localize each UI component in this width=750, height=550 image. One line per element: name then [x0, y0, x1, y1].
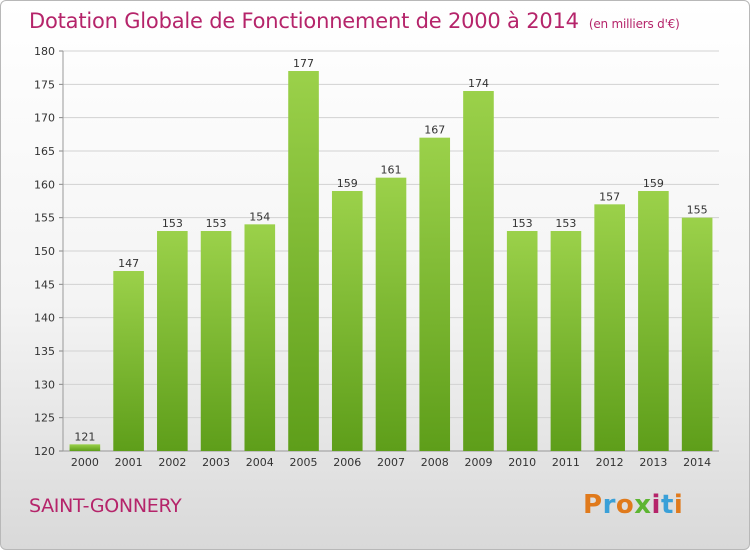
x-tick-label: 2011 — [552, 456, 580, 469]
data-label: 174 — [468, 77, 489, 90]
data-label: 154 — [249, 210, 270, 223]
y-tick-label: 125 — [34, 412, 55, 425]
data-label: 153 — [555, 217, 576, 230]
x-tick-label: 2012 — [596, 456, 624, 469]
logo-letter: i — [651, 490, 661, 520]
y-tick-label: 155 — [34, 212, 55, 225]
chart-title: Dotation Globale de Fonctionnement de 20… — [29, 9, 680, 33]
bar-2010 — [506, 231, 538, 451]
proxiti-logo: Proxiti — [583, 490, 683, 520]
data-label: 177 — [293, 57, 314, 70]
data-label: 153 — [512, 217, 533, 230]
y-tick-label: 160 — [34, 178, 55, 191]
bar-2008 — [419, 137, 451, 451]
bar-2004 — [244, 224, 276, 451]
data-label: 155 — [687, 204, 708, 217]
y-tick-label: 135 — [34, 345, 55, 358]
y-tick-label: 165 — [34, 145, 55, 158]
bar-2005 — [288, 71, 319, 451]
bar-2003 — [200, 231, 232, 451]
labels: 120 125 130 135 140 145 150 155 160 165 170 175 180 1… — [34, 45, 711, 469]
data-label: 159 — [643, 177, 664, 190]
data-label: 153 — [162, 217, 183, 230]
data-label: 157 — [599, 190, 620, 203]
data-label: 121 — [74, 430, 95, 443]
data-label: 161 — [381, 164, 402, 177]
x-tick-label: 2013 — [639, 456, 667, 469]
y-tick-label: 175 — [34, 78, 55, 91]
y-tick-label: 145 — [34, 278, 55, 291]
logo-letter: o — [615, 490, 635, 520]
commune-name: SAINT-GONNERY — [29, 495, 182, 517]
x-tick-label: 2007 — [377, 456, 405, 469]
bar-2000 — [69, 444, 101, 451]
bar-2002 — [157, 231, 188, 451]
x-tick-label: 2010 — [508, 456, 536, 469]
x-tick-label: 2004 — [246, 456, 274, 469]
data-label: 147 — [118, 257, 139, 270]
x-tick-label: 2003 — [202, 456, 230, 469]
x-tick-label: 2008 — [421, 456, 449, 469]
x-tick-label: 2000 — [71, 456, 99, 469]
bar-2011 — [550, 231, 582, 451]
data-label: 159 — [337, 177, 358, 190]
x-tick-label: 2006 — [333, 456, 361, 469]
bar-2007 — [375, 177, 407, 451]
y-tick-label: 180 — [34, 45, 55, 58]
x-tick-label: 2001 — [115, 456, 143, 469]
logo-letter: i — [673, 490, 684, 520]
logo-letter: P — [583, 490, 603, 520]
y-tick-label: 150 — [34, 245, 55, 258]
x-tick-label: 2002 — [158, 456, 186, 469]
data-label: 153 — [206, 217, 227, 230]
bar-2012 — [594, 204, 625, 451]
bars — [69, 71, 713, 451]
x-tick-label: 2009 — [464, 456, 492, 469]
bar-2001 — [113, 271, 144, 451]
logo-letter: t — [660, 490, 674, 520]
chart-title-text: Dotation Globale de Fonctionnement de 20… — [29, 9, 579, 33]
logo-letter: x — [634, 490, 652, 520]
bar-2013 — [638, 191, 669, 451]
x-tick-label: 2005 — [290, 456, 318, 469]
bar-2009 — [463, 91, 494, 451]
bar-2006 — [331, 191, 363, 451]
bar-2014 — [681, 217, 713, 451]
x-tick-label: 2014 — [683, 456, 711, 469]
chart-subtitle: (en milliers d'€) — [588, 17, 680, 31]
y-tick-label: 140 — [34, 312, 55, 325]
y-tick-label: 170 — [34, 112, 55, 125]
y-tick-label: 130 — [34, 378, 55, 391]
data-label: 167 — [424, 124, 445, 137]
logo-letter: r — [602, 490, 616, 520]
y-tick-label: 120 — [34, 445, 55, 458]
